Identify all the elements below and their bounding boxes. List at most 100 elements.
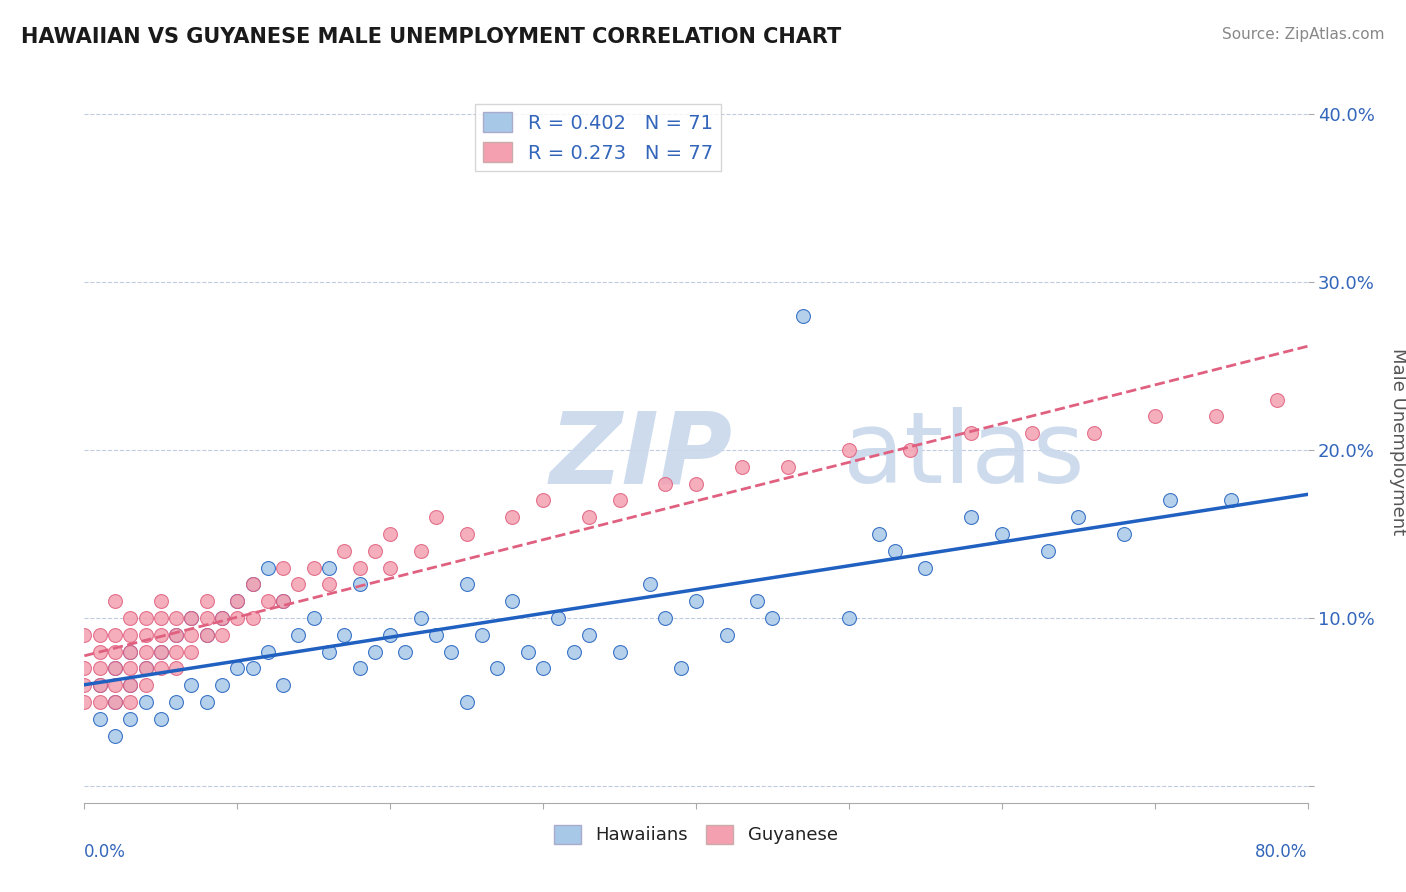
Point — [211, 628, 233, 642]
Point — [531, 661, 554, 675]
Point — [271, 678, 294, 692]
Point — [1159, 493, 1181, 508]
Point — [104, 644, 127, 658]
Point — [120, 644, 142, 658]
Point — [287, 628, 309, 642]
Point — [89, 678, 111, 692]
Point — [456, 577, 478, 591]
Point — [165, 628, 187, 642]
Text: 80.0%: 80.0% — [1256, 843, 1308, 861]
Point — [89, 644, 111, 658]
Point — [73, 661, 96, 675]
Point — [991, 527, 1014, 541]
Point — [135, 628, 157, 642]
Point — [638, 577, 661, 591]
Point — [318, 577, 340, 591]
Point — [271, 594, 294, 608]
Point — [960, 510, 983, 524]
Point — [578, 510, 600, 524]
Point — [242, 661, 264, 675]
Point — [425, 510, 447, 524]
Point — [898, 442, 921, 457]
Point — [1036, 543, 1059, 558]
Point — [135, 695, 157, 709]
Point — [104, 661, 127, 675]
Point — [104, 628, 127, 642]
Point — [104, 729, 127, 743]
Point — [838, 611, 860, 625]
Point — [149, 712, 172, 726]
Point — [226, 661, 249, 675]
Point — [792, 309, 814, 323]
Point — [104, 678, 127, 692]
Point — [226, 594, 249, 608]
Point — [562, 644, 585, 658]
Point — [1083, 426, 1105, 441]
Point — [242, 577, 264, 591]
Point — [165, 695, 187, 709]
Legend: Hawaiians, Guyanese: Hawaiians, Guyanese — [547, 818, 845, 852]
Text: atlas: atlas — [842, 408, 1084, 505]
Point — [349, 560, 371, 574]
Point — [89, 712, 111, 726]
Point — [104, 594, 127, 608]
Point — [838, 442, 860, 457]
Text: ZIP: ZIP — [550, 408, 733, 505]
Point — [502, 594, 524, 608]
Point — [685, 594, 707, 608]
Point — [425, 628, 447, 642]
Point — [547, 611, 569, 625]
Point — [180, 678, 202, 692]
Point — [318, 560, 340, 574]
Point — [486, 661, 509, 675]
Point — [456, 527, 478, 541]
Point — [149, 594, 172, 608]
Point — [716, 628, 738, 642]
Point — [73, 678, 96, 692]
Point — [531, 493, 554, 508]
Point — [333, 628, 356, 642]
Point — [165, 611, 187, 625]
Point — [149, 644, 172, 658]
Point — [226, 594, 249, 608]
Point — [135, 661, 157, 675]
Point — [120, 611, 142, 625]
Point — [440, 644, 463, 658]
Point — [195, 594, 218, 608]
Point — [364, 644, 387, 658]
Point — [135, 678, 157, 692]
Text: HAWAIIAN VS GUYANESE MALE UNEMPLOYMENT CORRELATION CHART: HAWAIIAN VS GUYANESE MALE UNEMPLOYMENT C… — [21, 27, 841, 46]
Point — [654, 476, 676, 491]
Point — [669, 661, 692, 675]
Point — [747, 594, 769, 608]
Point — [104, 661, 127, 675]
Point — [302, 611, 325, 625]
Point — [180, 611, 202, 625]
Point — [89, 628, 111, 642]
Point — [120, 712, 142, 726]
Point — [149, 644, 172, 658]
Point — [731, 459, 754, 474]
Point — [1265, 392, 1288, 407]
Point — [120, 678, 142, 692]
Point — [302, 560, 325, 574]
Point — [761, 611, 783, 625]
Point — [257, 560, 280, 574]
Point — [960, 426, 983, 441]
Point — [242, 611, 264, 625]
Point — [409, 543, 432, 558]
Point — [1021, 426, 1043, 441]
Point — [914, 560, 936, 574]
Point — [195, 628, 218, 642]
Point — [89, 678, 111, 692]
Point — [135, 611, 157, 625]
Point — [257, 644, 280, 658]
Point — [120, 644, 142, 658]
Point — [502, 510, 524, 524]
Point — [180, 644, 202, 658]
Point — [287, 577, 309, 591]
Point — [242, 577, 264, 591]
Point — [257, 594, 280, 608]
Point — [609, 493, 631, 508]
Point — [165, 661, 187, 675]
